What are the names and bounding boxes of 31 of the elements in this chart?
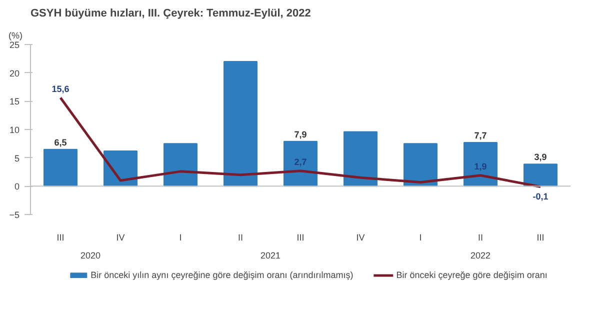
x-tick-label: III bbox=[296, 232, 304, 242]
x-tick-label: II bbox=[478, 232, 484, 242]
data-label: -0,1 bbox=[532, 192, 548, 202]
text: 2022 bbox=[470, 250, 491, 260]
legend-label: Bir önceki çeyreğe göre değişim oranı bbox=[396, 270, 548, 280]
data-label: 3,9 bbox=[534, 152, 547, 162]
x-tick-label: III bbox=[536, 232, 544, 242]
x-tick-label: III bbox=[56, 232, 64, 242]
x-tick-label: I bbox=[419, 232, 422, 242]
y-tick-label: 15 bbox=[9, 96, 20, 107]
y-tick-label: 5 bbox=[14, 153, 20, 164]
x-tick-label: IV bbox=[356, 232, 365, 242]
x-tick-label: II bbox=[238, 232, 244, 242]
legend-label: Bir önceki yılın aynı çeyreğine göre değişim oranı (arındırılmamış) bbox=[90, 270, 354, 280]
text: 2020 bbox=[80, 250, 101, 260]
text: 2021 bbox=[260, 250, 281, 260]
data-label: 6,5 bbox=[54, 137, 67, 148]
x-tick-label: I bbox=[179, 232, 182, 242]
data-label: 7,7 bbox=[474, 130, 487, 141]
data-label: 15,6 bbox=[52, 84, 70, 94]
data-label: 7,9 bbox=[294, 129, 307, 140]
y-tick-label: 20 bbox=[9, 68, 20, 78]
y-tick-label: 10 bbox=[9, 125, 20, 135]
y-tick-label: 25 bbox=[9, 40, 20, 50]
chart-title: GSYH büyüme hızları, III. Çeyrek: Temmuz-Eylül, 2022 bbox=[30, 8, 311, 20]
x-tick-label: IV bbox=[116, 232, 125, 242]
y-axis-title: (%) bbox=[8, 30, 22, 40]
y-tick-label: 0 bbox=[14, 182, 20, 192]
y-tick-label: −5 bbox=[9, 210, 20, 220]
data-label: 1,9 bbox=[474, 161, 487, 172]
data-label: 2,7 bbox=[294, 156, 307, 167]
